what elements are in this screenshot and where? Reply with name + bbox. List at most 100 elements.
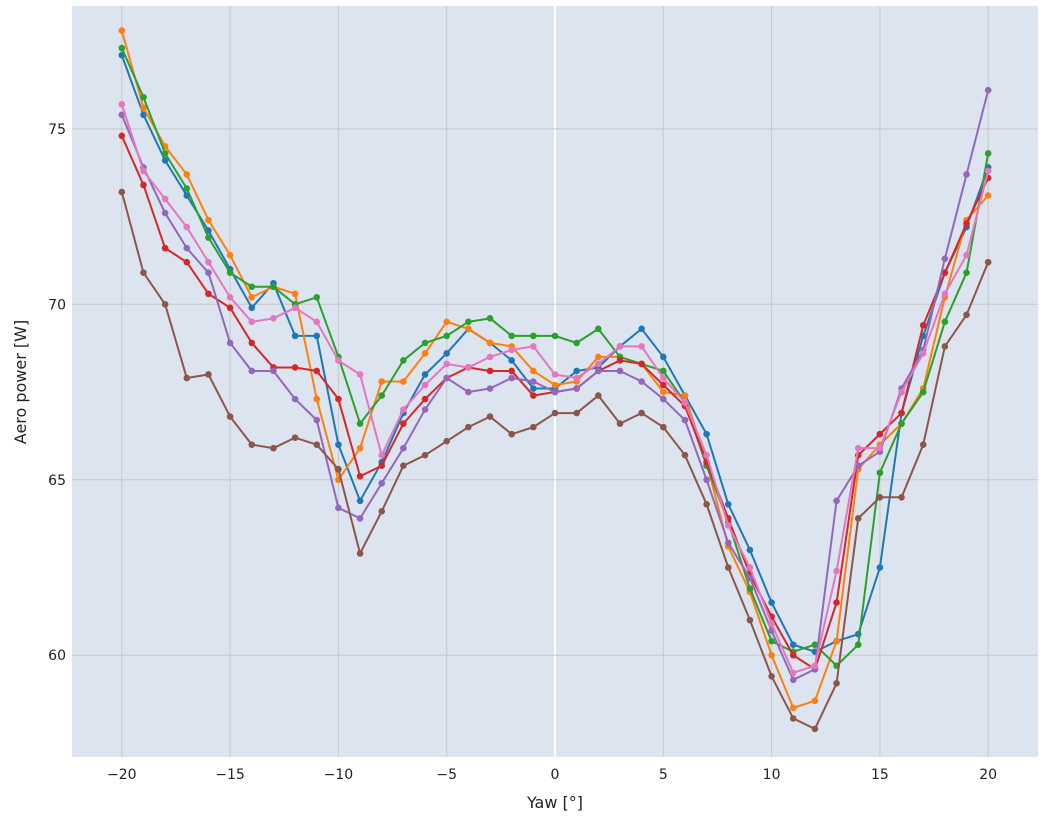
data-point (941, 269, 949, 277)
data-point (941, 343, 949, 350)
data-point (595, 360, 602, 368)
data-point (161, 195, 169, 203)
data-point (291, 434, 299, 441)
data-point (789, 704, 797, 712)
data-point (703, 451, 710, 459)
data-point (595, 353, 602, 361)
data-point (573, 409, 580, 417)
data-point (898, 494, 905, 501)
data-point (876, 494, 884, 501)
data-point (616, 420, 624, 427)
data-point (161, 300, 169, 308)
data-point (443, 437, 451, 445)
data-point (421, 371, 429, 378)
data-point (205, 290, 212, 298)
data-point (118, 44, 126, 52)
data-point (898, 420, 905, 427)
data-point (183, 244, 191, 252)
data-point (248, 441, 256, 448)
data-point (768, 637, 775, 645)
data-point (876, 430, 884, 438)
data-point (118, 132, 126, 140)
data-point (335, 465, 342, 473)
x-axis-title: Yaw [°] (526, 793, 583, 812)
data-point (118, 100, 126, 108)
data-point (833, 680, 840, 687)
data-point (681, 392, 689, 399)
data-point (681, 416, 689, 424)
data-point (248, 339, 256, 347)
data-point (573, 339, 580, 347)
data-point (140, 104, 147, 112)
data-point (551, 409, 559, 417)
data-point (140, 111, 147, 119)
data-point (248, 293, 256, 301)
data-point (854, 641, 862, 648)
data-point (984, 167, 992, 175)
data-point (486, 315, 494, 322)
data-point (660, 367, 667, 375)
data-point (833, 599, 840, 606)
data-point (421, 339, 429, 347)
data-point (226, 251, 234, 259)
data-point (465, 325, 472, 333)
series-3 (118, 44, 992, 670)
data-point (638, 378, 645, 385)
data-point (118, 27, 126, 34)
data-point (400, 420, 407, 427)
data-point (789, 651, 797, 659)
data-point (161, 150, 169, 157)
data-point (486, 367, 494, 375)
data-point (140, 269, 147, 277)
data-point (313, 395, 321, 403)
data-point (400, 462, 407, 470)
data-point (205, 234, 212, 241)
data-point (876, 444, 884, 452)
data-point (313, 332, 321, 340)
data-point (205, 269, 212, 277)
data-point (140, 93, 147, 101)
data-point (530, 385, 537, 392)
data-point (443, 374, 451, 382)
data-point (963, 220, 970, 227)
data-point (421, 350, 429, 357)
data-point (660, 395, 667, 403)
data-point (183, 171, 191, 178)
data-point (919, 350, 927, 357)
data-point (248, 318, 256, 326)
data-point (465, 364, 472, 371)
data-point (356, 444, 364, 452)
data-point (226, 339, 234, 347)
data-point (768, 620, 775, 627)
x-tick-label: 5 (659, 767, 668, 783)
data-point (486, 339, 494, 347)
data-point (876, 564, 884, 571)
data-point (400, 357, 407, 364)
data-point (984, 86, 992, 94)
data-point (356, 420, 364, 427)
data-point (248, 367, 256, 375)
data-point (963, 269, 970, 277)
data-point (443, 332, 451, 340)
data-point (465, 388, 472, 396)
data-point (508, 367, 515, 375)
y-tick-label: 75 (48, 122, 66, 138)
data-point (465, 423, 472, 431)
data-point (183, 223, 191, 231)
data-point (724, 564, 732, 571)
series-5 (118, 86, 992, 684)
data-point (378, 378, 386, 385)
data-point (248, 283, 256, 291)
data-point (833, 567, 840, 575)
data-point (833, 497, 840, 505)
data-point (854, 515, 862, 522)
data-point (400, 444, 407, 452)
data-point (768, 599, 775, 606)
x-tick-label: 10 (763, 767, 781, 783)
data-point (724, 501, 732, 508)
x-tick-label: −15 (215, 767, 245, 783)
data-point (530, 378, 537, 385)
data-point (984, 192, 992, 199)
data-point (270, 283, 277, 291)
data-point (703, 430, 710, 438)
